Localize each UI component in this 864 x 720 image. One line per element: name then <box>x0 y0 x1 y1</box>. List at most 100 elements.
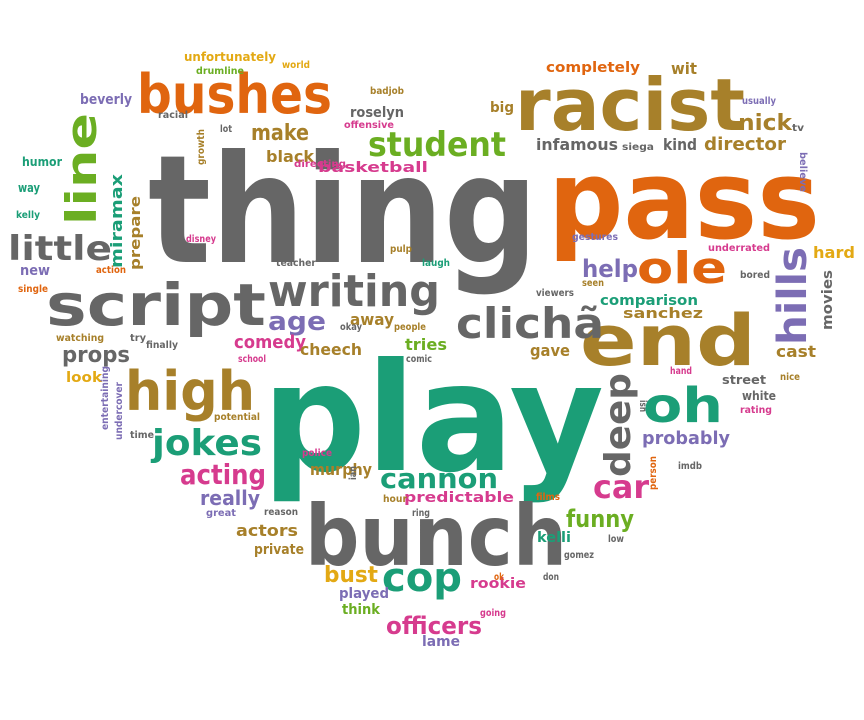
word-comic: comic <box>406 354 432 365</box>
word-really: really <box>200 486 260 510</box>
word-ian: ian <box>348 466 359 480</box>
word-actors: actors <box>236 521 298 540</box>
word-basketball: basketball <box>318 160 428 176</box>
word-growth: growth <box>196 129 207 165</box>
word-entertaining: entertaining <box>100 366 111 430</box>
word-badjob: badjob <box>370 86 404 97</box>
word-infamous: infamous <box>536 135 618 154</box>
word-great: great <box>206 508 236 519</box>
word-watching: watching <box>56 333 104 344</box>
word-probably: probably <box>642 428 730 449</box>
word-wit: wit <box>671 59 697 78</box>
word-help: help <box>582 255 638 283</box>
word-isn: isn <box>637 400 648 412</box>
word-cast: cast <box>776 342 816 361</box>
word-big: big <box>490 100 514 116</box>
word-laugh: laugh <box>422 258 450 269</box>
word-potential: potential <box>214 412 260 423</box>
word-away: away <box>350 310 395 329</box>
word-time: time <box>130 430 154 441</box>
word-clich-: clichã <box>456 299 604 348</box>
word-gestures: gestures <box>572 232 618 243</box>
word-comedy: comedy <box>234 332 306 353</box>
word-gomez: gomez <box>564 550 594 561</box>
word-hills: hills <box>770 247 816 345</box>
word-play: play <box>262 332 604 506</box>
word-rating: rating <box>740 405 772 416</box>
word-director: director <box>704 134 786 155</box>
word-hand: hand <box>670 366 692 377</box>
word-way: way <box>18 181 40 195</box>
word-people: people <box>394 322 426 333</box>
word-bored: bored <box>740 270 770 281</box>
word-age: age <box>268 307 326 337</box>
word-jokes: jokes <box>150 423 262 464</box>
word-reason: reason <box>264 507 298 518</box>
word-private: private <box>254 542 304 558</box>
word-street: street <box>722 373 766 387</box>
word-kind: kind <box>663 135 697 154</box>
word-viewers: viewers <box>536 288 574 299</box>
word-okay: okay <box>340 322 362 333</box>
word-movies: movies <box>820 270 836 330</box>
word-low: low <box>608 534 624 545</box>
word-drumline: drumline <box>196 66 244 77</box>
word-acting: acting <box>180 458 266 491</box>
word-little: little <box>8 229 112 269</box>
word-action: action <box>96 265 126 276</box>
word-think: think <box>342 602 381 618</box>
word-pass: pass <box>548 136 820 264</box>
word-completely: completely <box>546 60 640 76</box>
word-comparison: comparison <box>600 293 698 309</box>
word-racist: racist <box>515 63 745 147</box>
word-cheech: cheech <box>300 340 362 359</box>
word-nice: nice <box>780 372 800 383</box>
word-funny: funny <box>566 505 634 533</box>
word-films: films <box>536 492 560 503</box>
word-directing: directing <box>294 159 346 170</box>
word-look: look <box>66 370 103 386</box>
word-kelly: kelly <box>16 210 40 221</box>
word-seen: seen <box>582 278 604 289</box>
word-cannon: cannon <box>380 462 498 495</box>
word-underrated: underrated <box>708 243 770 254</box>
word-lot: lot <box>220 124 232 135</box>
word-black: black <box>266 147 314 166</box>
word-pulp: pulp <box>390 244 412 255</box>
word-teacher: teacher <box>276 258 316 269</box>
word-siega: siega <box>622 142 654 153</box>
word-tries: tries <box>405 335 447 354</box>
word-ok: ok <box>494 572 504 583</box>
word-undercover: undercover <box>114 382 125 440</box>
word-racial: racial <box>158 110 188 121</box>
word-rookie: rookie <box>470 576 526 592</box>
word-bushes: bushes <box>137 63 332 126</box>
word-person: person <box>648 456 659 490</box>
word-officers: officers <box>386 612 482 640</box>
word-nick: nick <box>738 111 793 136</box>
word-high: high <box>125 360 255 423</box>
word-unfortunately: unfortunately <box>184 50 276 64</box>
word-writing: writing <box>268 266 440 317</box>
word-student: student <box>368 125 506 165</box>
word-gave: gave <box>530 341 570 360</box>
word-going: going <box>480 608 506 619</box>
word-school: school <box>238 354 266 365</box>
word-deep: deep <box>598 373 639 477</box>
word-prepare: prepare <box>128 196 144 270</box>
word-imdb: imdb <box>678 461 702 472</box>
word-ole: ole <box>637 243 727 294</box>
word-bust: bust <box>324 563 378 588</box>
word-lame: lame <box>422 634 460 650</box>
word-predictable: predictable <box>404 490 514 506</box>
word-line: line <box>57 113 106 225</box>
word-oh: oh <box>643 378 723 434</box>
word-new: new <box>20 263 50 279</box>
word-thing: thing <box>148 124 538 298</box>
word-car: car <box>593 468 649 506</box>
word-don: don <box>543 572 559 583</box>
word-usually: usually <box>742 96 776 107</box>
word-offensive: offensive <box>344 120 394 131</box>
word-cop: cop <box>382 555 462 601</box>
